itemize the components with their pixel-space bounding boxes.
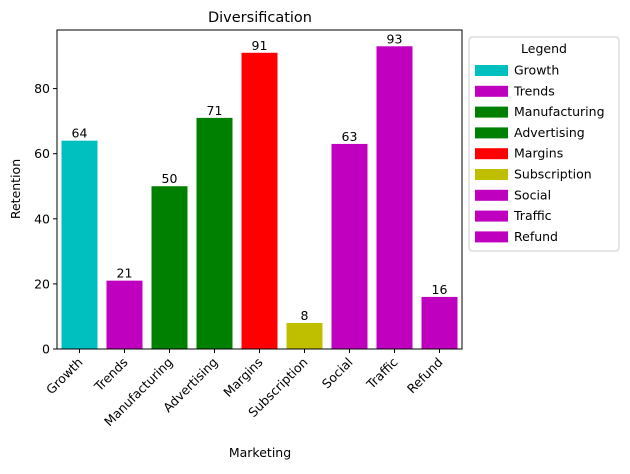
legend-entry-label: Manufacturing: [514, 104, 605, 119]
y-tick-label: 80: [34, 81, 50, 96]
bar: [376, 46, 413, 349]
bar-value-label: 93: [387, 31, 403, 46]
bar: [286, 322, 323, 349]
legend-swatch: [475, 189, 508, 201]
bar-value-label: 64: [72, 126, 88, 141]
legend-entry-label: Traffic: [513, 208, 552, 223]
legend-entry-label: Margins: [514, 146, 563, 161]
bar-value-label: 63: [342, 129, 358, 144]
legend-swatch: [475, 65, 508, 76]
legend-swatch: [475, 127, 508, 139]
legend-swatch: [475, 106, 508, 118]
legend-swatch: [475, 148, 508, 160]
bar-value-label: 16: [432, 282, 448, 297]
bar-value-label: 50: [162, 171, 178, 186]
y-tick-label: 40: [34, 211, 50, 226]
y-axis-label: Retention: [8, 159, 23, 219]
legend-swatch: [475, 231, 508, 243]
bar: [331, 143, 368, 349]
bar-value-label: 91: [252, 38, 268, 53]
x-axis-label: Marketing: [229, 445, 291, 460]
bar: [151, 186, 188, 349]
legend-swatch: [475, 210, 508, 222]
bar: [106, 280, 143, 349]
bar: [196, 117, 233, 349]
legend-entry-label: Growth: [514, 63, 559, 78]
y-tick-label: 0: [42, 342, 50, 357]
bar: [421, 296, 458, 349]
legend-entry-label: Trends: [513, 83, 555, 98]
bar-value-label: 21: [117, 266, 133, 281]
y-tick-label: 60: [34, 146, 50, 161]
bar-value-label: 71: [207, 103, 223, 118]
legend-swatch: [475, 85, 508, 97]
bar: [61, 140, 98, 349]
legend: Legend Growth Trends Manufacturing Advertis…: [468, 36, 620, 252]
y-tick-label: 20: [34, 276, 50, 291]
legend-entry-label: Social: [514, 187, 551, 202]
bar-value-label: 8: [301, 308, 309, 323]
legend-title: Legend: [521, 41, 567, 56]
legend-entry-label: Advertising: [514, 125, 585, 140]
legend-entry-label: Refund: [514, 229, 558, 244]
bar: [241, 52, 278, 349]
chart-title: Diversification: [208, 10, 312, 26]
legend-swatch: [475, 169, 508, 180]
legend-entry-label: Subscription: [514, 167, 592, 182]
